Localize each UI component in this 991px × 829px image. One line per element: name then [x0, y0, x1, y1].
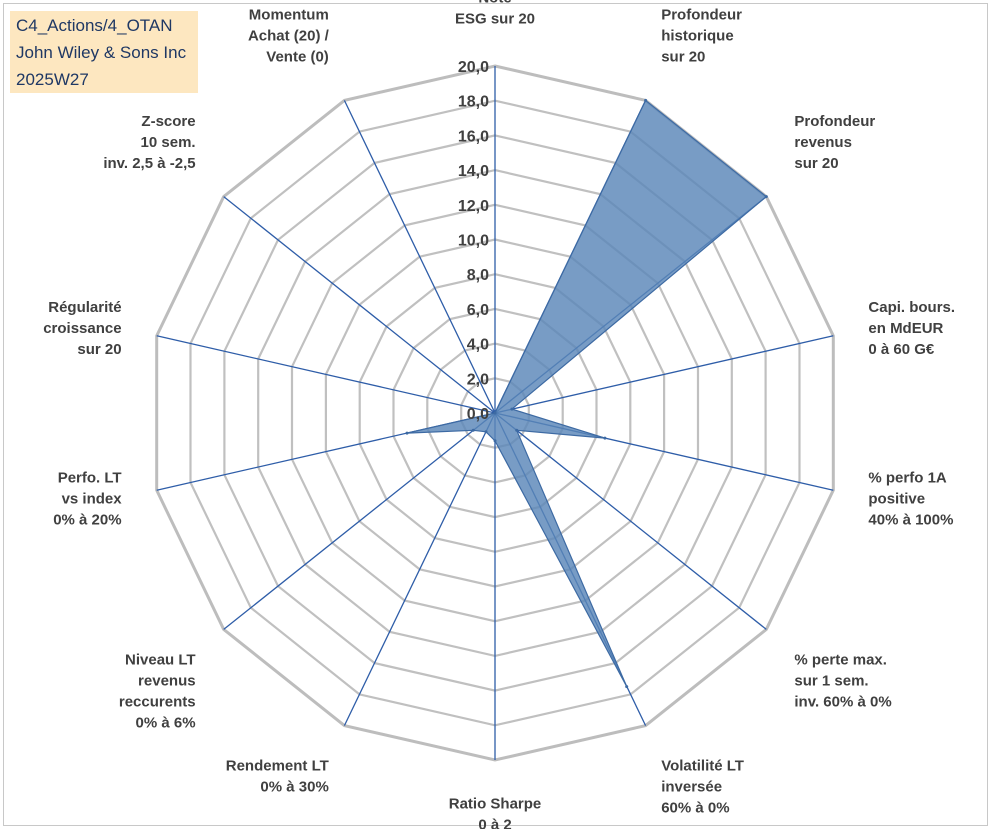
axis-label-line: Volatilité LT [661, 758, 744, 775]
title-line-3: 2025W27 [16, 70, 89, 89]
data-point [484, 430, 488, 434]
axis-label: % perfo 1A positive 40% à 100% [868, 470, 953, 529]
axis-label-line: Profondeur [661, 7, 742, 24]
axis-label-line: % perfo 1A [868, 470, 947, 487]
tick-label: 10,0 [458, 233, 489, 250]
axis-label-line: % perte max. [794, 651, 887, 668]
data-point [764, 195, 768, 199]
axis-label-line: revenus [794, 134, 852, 151]
axis-label-line: positive [868, 491, 925, 508]
axis-label-line: Momentum [249, 7, 329, 24]
axis-label-line: inversée [661, 779, 722, 796]
spoke-line [494, 335, 834, 414]
axis-label-line: 0 à 60 G€ [868, 341, 935, 358]
tick-label: 18,0 [458, 94, 489, 111]
axis-label-line: 40% à 100% [868, 512, 953, 529]
axis-label-line: sur 20 [794, 155, 838, 172]
data-point [603, 436, 607, 440]
axis-label-line: Z-score [141, 113, 195, 130]
axis-label: Ratio Sharpe 0 à 2 [449, 796, 542, 829]
title-box: C4_Actions/4_OTAN John Wiley & Sons Inc … [10, 11, 198, 93]
data-point [625, 685, 629, 689]
axis-label-line: en MdEUR [868, 320, 943, 337]
data-point [510, 407, 514, 411]
axis-label: Profondeur historique sur 20 [661, 7, 742, 66]
data-point [515, 428, 519, 432]
axis-label-line: inv. 60% à 0% [794, 693, 891, 710]
spoke-line [343, 100, 496, 414]
data-series-area [406, 99, 768, 687]
axis-label-line: 0% à 20% [53, 512, 121, 529]
axis-label-line: vs index [62, 491, 123, 508]
axis-label: Niveau LT revenus reccurents 0% à 6% [119, 651, 196, 731]
title-line-1: C4_Actions/4_OTAN [16, 16, 173, 35]
axis-label: Rendement LT 0% à 30% [226, 758, 329, 796]
axis-label: Momentum Achat (20) / Vente (0) [248, 7, 330, 66]
axis-label-line: Vente (0) [266, 49, 329, 66]
spoke-line [494, 412, 767, 630]
axis-label-line: croissance [43, 320, 121, 337]
axis-label: Profondeur revenus sur 20 [794, 113, 875, 172]
axis-label-line: Ratio Sharpe [449, 796, 542, 813]
axis-label-line: Note [478, 0, 511, 7]
axis-label: Perfo. LT vs index 0% à 20% [53, 470, 122, 529]
axis-label: Z-score 10 sem. inv. 2,5 à -2,5 [103, 113, 195, 172]
tick-label: 4,0 [467, 337, 489, 354]
axis-label-line: sur 20 [661, 49, 705, 66]
spoke-line [223, 196, 496, 414]
data-point [493, 439, 497, 443]
axis-label-line: 0 à 2 [478, 817, 511, 829]
axis-label-line: Achat (20) / [248, 28, 330, 45]
data-point [405, 431, 409, 435]
tick-label: 12,0 [458, 198, 489, 215]
tick-label: 6,0 [467, 302, 489, 319]
axis-label-line: sur 1 sem. [794, 672, 868, 689]
axis-label-line: 0% à 30% [260, 779, 328, 796]
data-point [493, 411, 497, 415]
tick-label: 0,0 [467, 406, 489, 423]
spoke-line [156, 335, 496, 414]
spoke-line [223, 412, 496, 630]
axis-label-line: revenus [138, 672, 196, 689]
axis-label-line: ESG sur 20 [455, 11, 535, 28]
axis-label: Capi. bours. en MdEUR 0 à 60 G€ [868, 299, 955, 358]
tick-label: 2,0 [467, 371, 489, 388]
axis-label-line: Profondeur [794, 113, 875, 130]
tick-label: 14,0 [458, 163, 489, 180]
data-point [644, 98, 648, 102]
axis-label: % perte max. sur 1 sem. inv. 60% à 0% [794, 651, 891, 710]
axis-label-line: 10 sem. [141, 134, 196, 151]
axis-label-line: inv. 2,5 à -2,5 [103, 155, 195, 172]
axis-label: Note ESG sur 20 [455, 0, 535, 28]
axis-label-line: Capi. bours. [868, 299, 955, 316]
tick-label: 16,0 [458, 128, 489, 145]
axis-label-line: reccurents [119, 693, 196, 710]
axis-label: Régularité croissance sur 20 [43, 299, 121, 358]
tick-label: 20,0 [458, 59, 489, 76]
axis-label-line: historique [661, 28, 734, 45]
axis-label-line: 0% à 6% [136, 714, 196, 731]
axis-label-line: 60% à 0% [661, 800, 729, 817]
axis-label-line: Niveau LT [125, 651, 196, 668]
axis-label-line: Perfo. LT [58, 470, 122, 487]
data-point [471, 428, 475, 432]
axis-label: Volatilité LT inversée 60% à 0% [661, 758, 744, 817]
axis-label-line: sur 20 [77, 341, 121, 358]
tick-label: 8,0 [467, 267, 489, 284]
title-line-2: John Wiley & Sons Inc [16, 43, 187, 62]
spoke-line [343, 412, 496, 726]
axis-label-line: Régularité [48, 299, 121, 316]
axis-label-line: Rendement LT [226, 758, 329, 775]
